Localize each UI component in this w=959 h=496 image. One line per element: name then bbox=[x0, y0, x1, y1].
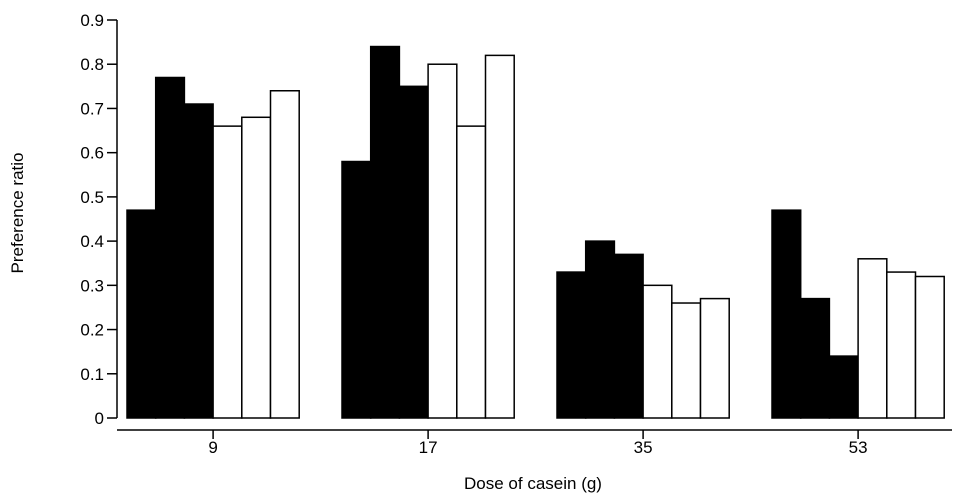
x-tick-label: 35 bbox=[634, 438, 653, 457]
y-tick-label: 0 bbox=[95, 409, 104, 428]
y-tick-label: 0.2 bbox=[80, 321, 104, 340]
x-ticks: 9 17 35 53 bbox=[208, 430, 868, 457]
bar-9-1 bbox=[126, 209, 157, 419]
bar-9-6 bbox=[269, 90, 300, 419]
y-axis-title: Preference ratio bbox=[8, 153, 27, 274]
bar-35-5 bbox=[671, 302, 702, 419]
y-tick-label: 0.7 bbox=[80, 99, 104, 118]
bar-17-1 bbox=[341, 160, 372, 419]
bars-layer bbox=[126, 45, 945, 419]
bar-17-4 bbox=[427, 63, 458, 419]
bar-53-1 bbox=[771, 209, 802, 419]
y-tick-label: 0.8 bbox=[80, 55, 104, 74]
bar-9-3 bbox=[183, 103, 214, 419]
bar-35-4 bbox=[642, 284, 673, 419]
x-tick-label: 9 bbox=[208, 438, 217, 457]
y-tick-label: 0.6 bbox=[80, 144, 104, 163]
y-tick-label: 0.3 bbox=[80, 276, 104, 295]
bar-53-5 bbox=[886, 271, 917, 419]
bar-53-4 bbox=[857, 258, 888, 419]
bar-35-1 bbox=[556, 271, 587, 419]
y-tick-label: 0.5 bbox=[80, 188, 104, 207]
bar-9-4 bbox=[212, 125, 243, 419]
bar-17-6 bbox=[484, 54, 515, 419]
axes-layer bbox=[116, 20, 952, 431]
bar-53-3 bbox=[828, 355, 859, 419]
x-tick-label: 17 bbox=[419, 438, 438, 457]
y-tick-label: 0.4 bbox=[80, 232, 104, 251]
bar-17-2 bbox=[369, 45, 401, 419]
bar-17-5 bbox=[456, 125, 487, 419]
y-tick-label: 0.1 bbox=[80, 365, 104, 384]
y-tick-label: 0.9 bbox=[80, 11, 104, 30]
bar-53-6 bbox=[914, 275, 945, 419]
bar-17-3 bbox=[398, 85, 429, 419]
bar-53-2 bbox=[799, 297, 831, 419]
x-axis-title: Dose of casein (g) bbox=[464, 474, 602, 493]
bar-35-6 bbox=[699, 297, 730, 419]
bar-35-3 bbox=[613, 253, 644, 419]
bar-9-2 bbox=[154, 76, 186, 419]
x-tick-label: 53 bbox=[849, 438, 868, 457]
bar-9-5 bbox=[241, 116, 272, 419]
y-ticks: 0 0.1 0.2 0.3 0.4 0.5 0.6 0.7 0.8 0.9 bbox=[80, 11, 117, 428]
bar-35-2 bbox=[584, 240, 616, 419]
